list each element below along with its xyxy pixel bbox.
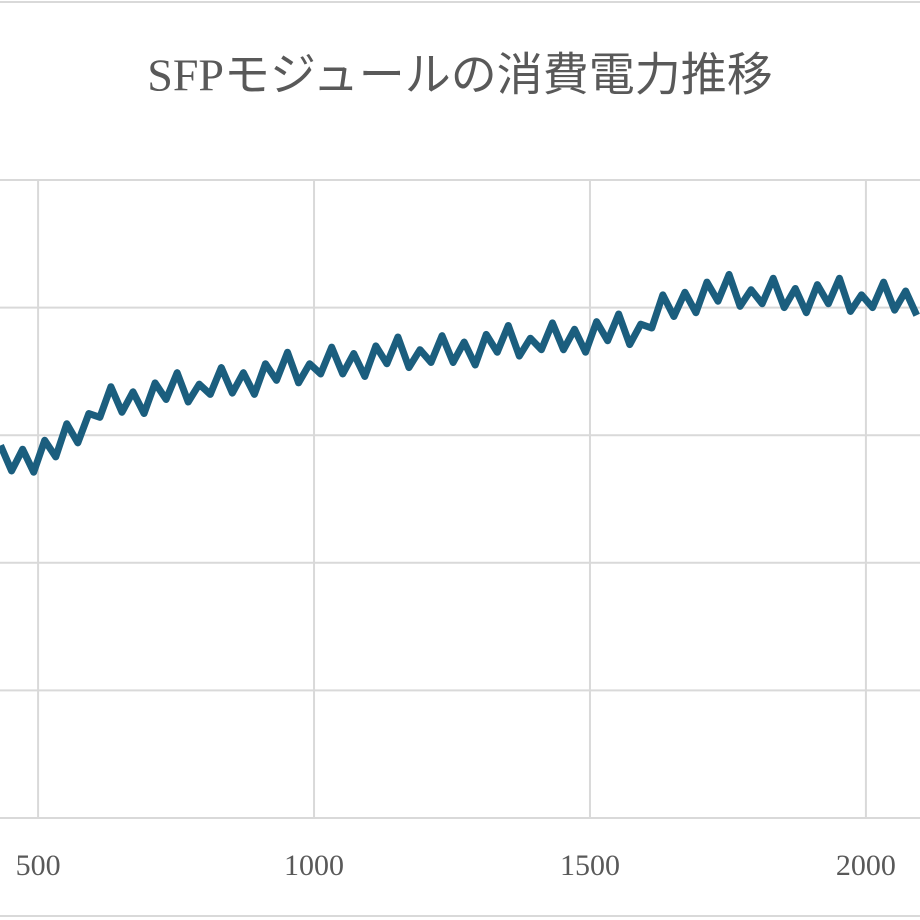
x-tick-label: 500 [16, 849, 61, 882]
chart-title: SFPモジュールの消費電力推移 [147, 50, 773, 101]
data-line [0, 270, 920, 476]
x-tick-label: 1000 [284, 849, 344, 882]
x-tick-label: 1500 [560, 849, 620, 882]
x-tick-label: 2000 [836, 849, 896, 882]
